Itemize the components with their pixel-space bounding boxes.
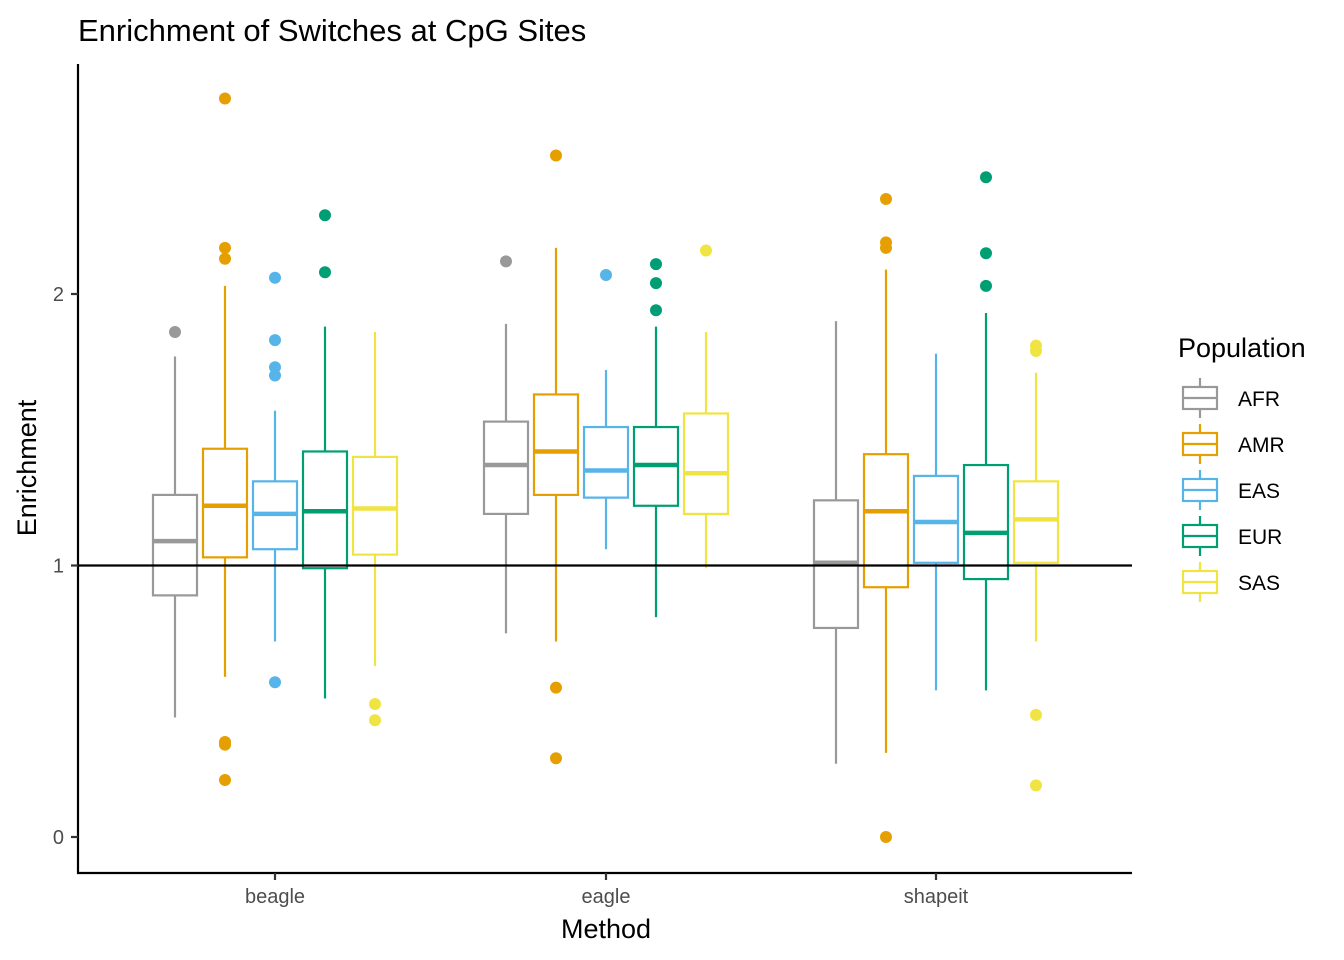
x-tick-label-eagle: eagle <box>582 886 631 908</box>
outlier-point <box>219 241 231 254</box>
box-sas-shapeit <box>1012 339 1060 792</box>
x-axis-title: Method <box>561 914 651 944</box>
series-eur <box>301 171 1010 699</box>
legend-item-sas: SAS <box>1181 562 1280 602</box>
outlier-point <box>369 697 381 710</box>
box-amr-beagle <box>201 92 249 786</box>
box-afr-beagle <box>151 326 199 718</box>
box-body <box>962 463 1010 581</box>
outlier-point <box>219 738 231 751</box>
legend-label: EAS <box>1238 480 1280 503</box>
outlier-point <box>319 266 331 279</box>
outlier-point <box>319 209 331 222</box>
box-body <box>1012 480 1060 564</box>
outlier-point <box>650 304 662 317</box>
box-body <box>201 447 249 559</box>
box-afr-eagle <box>482 255 530 634</box>
box-body <box>582 425 630 499</box>
legend-label: SAS <box>1238 572 1280 595</box>
outlier-point <box>1030 708 1042 721</box>
outlier-point <box>600 268 612 281</box>
outlier-point <box>880 241 892 254</box>
y-tick-label: 2 <box>53 284 64 306</box>
legend-label: EUR <box>1238 526 1282 549</box>
series-eas <box>251 268 960 691</box>
outlier-point <box>500 255 512 268</box>
outlier-point <box>269 271 281 284</box>
box-eur-eagle <box>632 258 680 618</box>
box-sas-eagle <box>682 244 730 569</box>
x-tick-label-shapeit: shapeit <box>904 886 969 908</box>
outlier-point <box>880 192 892 205</box>
axes-layer: 0 1 2 beagle eagle shapeit <box>53 64 1132 908</box>
outlier-point <box>980 171 992 184</box>
outlier-point <box>219 252 231 265</box>
box-body <box>151 493 199 597</box>
box-amr-eagle <box>532 149 580 765</box>
outlier-point <box>269 334 281 347</box>
legend-item-eur: EUR <box>1181 516 1282 556</box>
box-body <box>482 420 530 516</box>
box-body <box>351 455 399 556</box>
y-tick-label: 0 <box>53 827 64 849</box>
outlier-point <box>369 714 381 727</box>
legend-item-eas: EAS <box>1181 470 1280 510</box>
box-body <box>912 474 960 564</box>
legend: Population AFR AMR EAS EUR SAS <box>1178 333 1306 602</box>
y-tick-label: 1 <box>53 556 64 578</box>
box-sas-beagle <box>351 332 399 727</box>
box-body <box>532 393 580 497</box>
outlier-point <box>980 279 992 292</box>
box-eas-shapeit <box>912 353 960 691</box>
outlier-point <box>269 676 281 689</box>
box-eur-shapeit <box>962 171 1010 691</box>
box-eur-beagle <box>301 209 349 699</box>
series-afr <box>151 255 860 764</box>
box-amr-shapeit <box>862 192 910 843</box>
plot-panel: 0 1 2 beagle eagle shapeit <box>53 64 1132 908</box>
outlier-point <box>550 149 562 162</box>
chart-title: Enrichment of Switches at CpG Sites <box>78 13 586 48</box>
legend-label: AFR <box>1238 388 1280 411</box>
outlier-point <box>169 326 181 339</box>
outlier-point <box>219 773 231 786</box>
outlier-point <box>550 681 562 694</box>
outlier-point <box>269 369 281 382</box>
series-sas <box>351 244 1060 792</box>
legend-item-amr: AMR <box>1181 424 1285 464</box>
outlier-point <box>650 277 662 290</box>
outlier-point <box>700 244 712 257</box>
outlier-point <box>980 247 992 260</box>
box-eas-beagle <box>251 271 299 689</box>
outlier-point <box>1030 345 1042 358</box>
box-eas-eagle <box>582 268 630 550</box>
outlier-point <box>219 92 231 105</box>
legend-item-afr: AFR <box>1181 378 1280 418</box>
outlier-point <box>1030 779 1042 792</box>
legend-items: AFR AMR EAS EUR SAS <box>1181 378 1285 602</box>
outlier-point <box>550 752 562 765</box>
legend-label: AMR <box>1238 434 1285 457</box>
box-afr-shapeit <box>812 321 860 764</box>
box-body <box>862 453 910 589</box>
boxes-layer <box>151 92 1060 843</box>
box-body <box>682 412 730 516</box>
outlier-point <box>650 258 662 271</box>
outlier-point <box>880 831 892 843</box>
legend-title: Population <box>1178 333 1306 363</box>
x-tick-label-beagle: beagle <box>245 886 305 908</box>
y-axis-title: Enrichment <box>12 399 42 536</box>
